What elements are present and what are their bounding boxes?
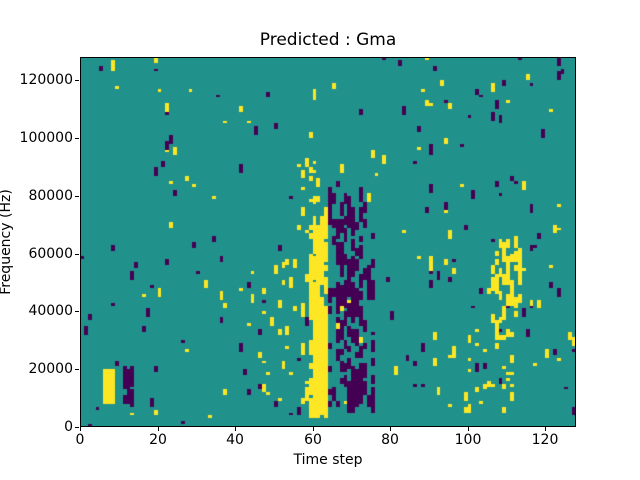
y-tick-label: 40000	[28, 303, 73, 319]
y-tick	[75, 311, 79, 312]
y-tick-label: 120000	[19, 72, 73, 88]
x-tick	[468, 427, 469, 431]
y-tick-label: 100000	[19, 130, 73, 146]
x-tick-label: 60	[304, 432, 322, 448]
y-tick	[75, 369, 79, 370]
x-tick-label: 0	[75, 432, 85, 448]
x-tick-label: 120	[531, 432, 559, 448]
y-tick-label: 20000	[28, 361, 73, 377]
x-tick-label: 100	[454, 432, 482, 448]
x-tick-label: 80	[381, 432, 399, 448]
plot-area	[80, 57, 576, 427]
y-tick-label: 60000	[28, 246, 73, 262]
y-tick-label: 80000	[28, 188, 73, 204]
y-tick	[75, 196, 79, 197]
y-axis-label-text: Frequency (Hz)	[0, 189, 14, 295]
x-tick-label: 40	[226, 432, 244, 448]
heatmap-canvas	[80, 57, 576, 427]
chart-title: Predicted : Gma	[259, 30, 397, 50]
y-tick-label: 0	[64, 419, 73, 435]
x-tick	[158, 427, 159, 431]
y-tick	[75, 254, 79, 255]
x-tick-label: 20	[149, 432, 167, 448]
x-tick	[313, 427, 314, 431]
x-tick	[390, 427, 391, 431]
x-axis-label: Time step	[293, 452, 363, 468]
y-tick	[75, 427, 79, 428]
x-tick	[235, 427, 236, 431]
x-tick	[80, 427, 81, 431]
x-tick	[545, 427, 546, 431]
y-tick	[75, 80, 79, 81]
y-tick	[75, 138, 79, 139]
